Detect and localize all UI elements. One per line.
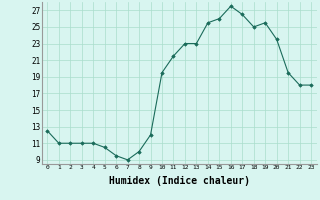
X-axis label: Humidex (Indice chaleur): Humidex (Indice chaleur): [109, 176, 250, 186]
